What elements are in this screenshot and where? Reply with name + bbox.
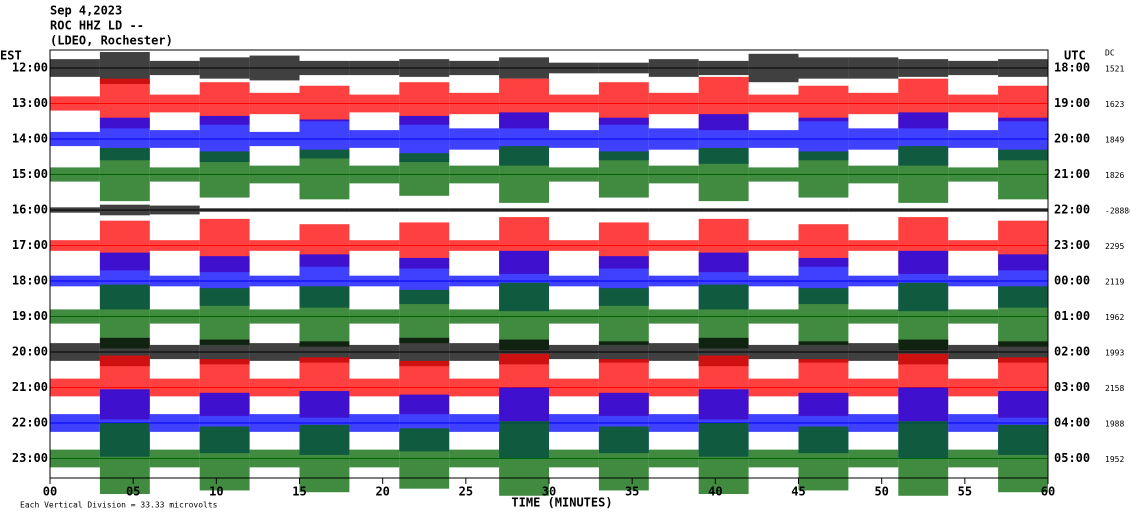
- dc-value: 1988: [1105, 420, 1124, 429]
- x-axis-label: TIME (MINUTES): [511, 496, 612, 510]
- dc-value: 2295: [1105, 242, 1124, 251]
- dc-value: 2119: [1105, 278, 1124, 287]
- x-tick-label: 55: [958, 485, 972, 499]
- x-tick-label: 60: [1041, 485, 1055, 499]
- network: (LDEO, Rochester): [50, 34, 173, 48]
- dc-value: -2888678: [1105, 207, 1130, 216]
- x-tick-label: 35: [625, 485, 639, 499]
- x-tick-label: 50: [874, 485, 888, 499]
- station: ROC HHZ LD --: [50, 19, 144, 33]
- est-label: 17:00: [12, 238, 48, 252]
- utc-label: 20:00: [1054, 132, 1090, 146]
- utc-label: 18:00: [1054, 61, 1090, 75]
- x-tick-label: 20: [375, 485, 389, 499]
- utc-label: 00:00: [1054, 274, 1090, 288]
- est-label: 22:00: [12, 416, 48, 430]
- dc-value: 1521: [1105, 65, 1124, 74]
- note: Each Vertical Division = 33.33 microvolt…: [20, 501, 218, 510]
- est-label: 16:00: [12, 203, 48, 217]
- x-tick-label: 40: [708, 485, 722, 499]
- dc-value: 1826: [1105, 171, 1124, 180]
- est-label: 18:00: [12, 274, 48, 288]
- dc-value: 2158: [1105, 384, 1124, 393]
- utc-label: 03:00: [1054, 380, 1090, 394]
- est-label: 21:00: [12, 380, 48, 394]
- x-tick-label: 00: [43, 485, 57, 499]
- est-label: 13:00: [12, 96, 48, 110]
- chart-title: Sep 4,2023: [50, 4, 122, 18]
- x-tick-label: 30: [542, 485, 556, 499]
- est-label: 23:00: [12, 451, 48, 465]
- dc-label: DC: [1105, 49, 1115, 58]
- dc-value: 1623: [1105, 100, 1124, 109]
- utc-label: 04:00: [1054, 416, 1090, 430]
- dc-value: 1952: [1105, 455, 1124, 464]
- utc-label: 19:00: [1054, 96, 1090, 110]
- left-axis-label: EST: [0, 49, 22, 63]
- est-label: 15:00: [12, 167, 48, 181]
- utc-label: 02:00: [1054, 345, 1090, 359]
- x-tick-label: 25: [459, 485, 473, 499]
- est-label: 12:00: [12, 61, 48, 75]
- x-tick-label: 05: [126, 485, 140, 499]
- est-label: 19:00: [12, 309, 48, 323]
- traces: [50, 52, 1048, 496]
- dc-value: 1849: [1105, 136, 1124, 145]
- x-tick-label: 10: [209, 485, 223, 499]
- utc-label: 23:00: [1054, 238, 1090, 252]
- utc-label: 05:00: [1054, 451, 1090, 465]
- x-tick-label: 15: [292, 485, 306, 499]
- dc-value: 1962: [1105, 313, 1124, 322]
- utc-label: 21:00: [1054, 167, 1090, 181]
- dc-value: 1993: [1105, 349, 1124, 358]
- right-axis-label: UTC: [1064, 49, 1086, 63]
- est-label: 14:00: [12, 132, 48, 146]
- x-tick-label: 45: [791, 485, 805, 499]
- utc-label: 22:00: [1054, 203, 1090, 217]
- utc-label: 01:00: [1054, 309, 1090, 323]
- est-label: 20:00: [12, 345, 48, 359]
